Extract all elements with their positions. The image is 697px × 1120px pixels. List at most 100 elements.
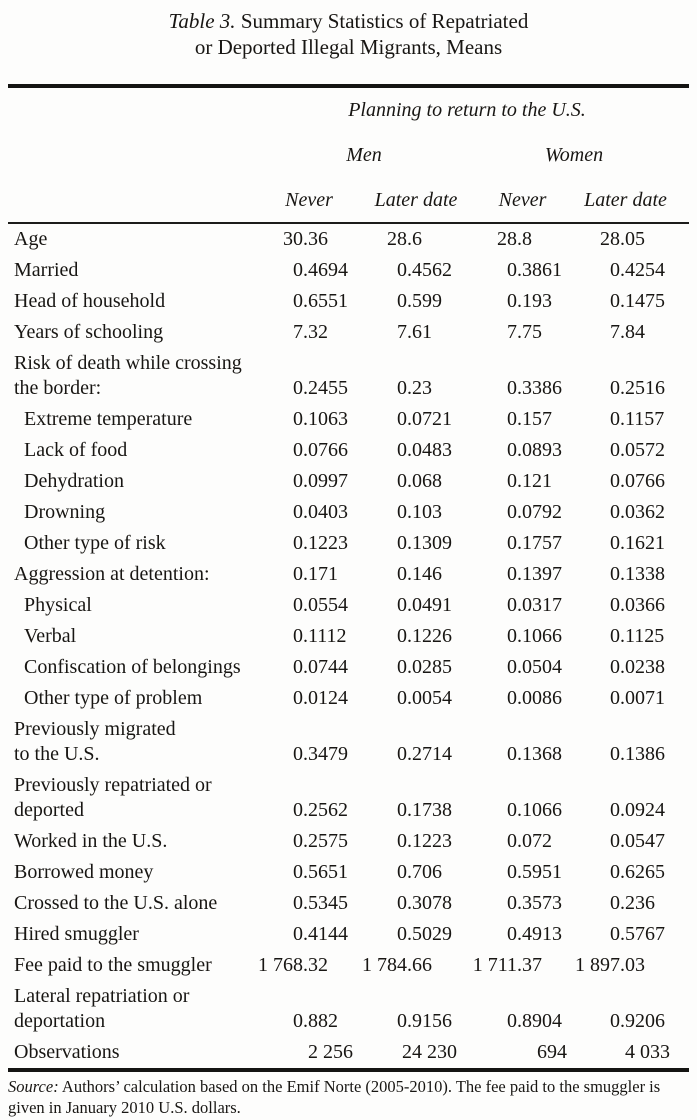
value-cell: 0.0086 [507, 687, 562, 709]
value-cell: 0.1223 [293, 532, 348, 554]
table-row: Hired smuggler 0.4144 0.5029 0.4913 0.5767 [0, 919, 697, 950]
bottom-rule [8, 1068, 689, 1072]
value-cell: 0.4254 [610, 259, 665, 281]
value-cell: 0.0997 [293, 470, 348, 492]
source-label: Source: [8, 1077, 59, 1096]
value-cell: 694 [537, 1041, 567, 1063]
value-cell: 0.0403 [293, 501, 348, 523]
value-cell: 0.0721 [397, 408, 452, 430]
value-cell: 0.1475 [610, 290, 665, 312]
column-group-label: Planning to return to the U.S. [348, 99, 586, 121]
value-cell: 0.2575 [293, 830, 348, 852]
value-cell: 24 230 [402, 1041, 457, 1063]
value-cell: 0.0366 [610, 594, 665, 616]
value-cell: 0.1338 [610, 563, 665, 585]
value-cell: 0.1386 [610, 743, 665, 765]
column-header-women-never: Never [498, 189, 547, 211]
table-row: Years of schooling 7.32 7.61 7.75 7.84 [0, 317, 697, 348]
table-row: Observations 2 256 24 230 694 4 033 [0, 1037, 697, 1068]
value-cell: 0.1397 [507, 563, 562, 585]
title-text: Summary Statistics of Repatriated [240, 9, 529, 33]
value-cell: 0.0744 [293, 656, 348, 678]
value-cell: 0.072 [507, 830, 552, 852]
table-body: Age 30.36 28.6 28.8 28.05 Married 0.4694 0.4562… [0, 224, 697, 1068]
value-cell: 0.0554 [293, 594, 348, 616]
row-label: Aggression at detention: [14, 563, 210, 585]
row-label: Other type of risk [24, 532, 166, 554]
row-label: Borrowed money [14, 861, 154, 883]
value-cell: 0.1066 [507, 799, 562, 821]
value-cell: 0.6265 [610, 861, 665, 883]
header-rule [8, 222, 689, 224]
value-cell: 28.6 [387, 228, 422, 250]
value-cell: 7.61 [397, 321, 432, 343]
table-row: Borrowed money 0.5651 0.706 0.5951 0.6265 [0, 857, 697, 888]
value-cell: 0.5951 [507, 861, 562, 883]
value-cell: 0.3479 [293, 743, 348, 765]
table-header: Planning to return to the U.S. Men Women… [0, 88, 697, 222]
source-line2: given in January 2010 U.S. dollars. [8, 1098, 241, 1117]
value-cell: 0.5029 [397, 923, 452, 945]
value-cell: 0.8904 [507, 1010, 562, 1032]
value-cell: 0.1063 [293, 408, 348, 430]
value-cell: 2 256 [308, 1041, 353, 1063]
table-row: Fee paid to the smuggler 1 768.32 1 784.66… [0, 950, 697, 981]
value-cell: 4 033 [625, 1041, 670, 1063]
row-label: Worked in the U.S. [14, 830, 168, 852]
table-row: Lack of food 0.0766 0.0483 0.0893 0.0572 [0, 435, 697, 466]
value-cell: 0.121 [507, 470, 552, 492]
value-cell: 0.2562 [293, 799, 348, 821]
value-cell: 0.0792 [507, 501, 562, 523]
value-cell: 0.1125 [610, 625, 665, 647]
row-label: Confiscation of belongings [24, 656, 241, 678]
value-cell: 0.1223 [397, 830, 452, 852]
value-cell: 0.0491 [397, 594, 452, 616]
table-row: Lateral repatriation or deportation 0.882 0… [0, 981, 697, 1037]
value-cell: 0.6551 [293, 290, 348, 312]
value-cell: 30.36 [283, 228, 328, 250]
value-cell: 0.0766 [293, 439, 348, 461]
value-cell: 0.9206 [610, 1010, 665, 1032]
table-row: Verbal 0.1112 0.1226 0.1066 0.1125 [0, 621, 697, 652]
value-cell: 0.1309 [397, 532, 452, 554]
value-cell: 0.5345 [293, 892, 348, 914]
value-cell: 0.193 [507, 290, 552, 312]
table-row: Worked in the U.S. 0.2575 0.1223 0.072 0.054… [0, 826, 697, 857]
header-sex-row: Men Women [0, 143, 697, 167]
title-line1: Table 3. Summary Statistics of Repatriat… [0, 8, 697, 34]
column-header-men-later: Later date [374, 189, 458, 211]
row-label: Extreme temperature [24, 408, 193, 430]
value-cell: 0.171 [293, 563, 338, 585]
value-cell: 0.236 [610, 892, 655, 914]
value-cell: 0.0572 [610, 439, 665, 461]
value-cell: 0.9156 [397, 1010, 452, 1032]
table-row: Previously migrated to the U.S. 0.3479 0.27… [0, 714, 697, 770]
value-cell: 0.0924 [610, 799, 665, 821]
value-cell: 0.0317 [507, 594, 562, 616]
row-label: Dehydration [24, 470, 124, 492]
top-rule [8, 84, 689, 88]
header-spacer [0, 188, 257, 212]
value-cell: 0.882 [293, 1010, 338, 1032]
value-cell: 28.8 [497, 228, 532, 250]
value-cell: 0.0483 [397, 439, 452, 461]
row-label: Drowning [24, 501, 106, 523]
value-cell: 0.2455 [293, 377, 348, 399]
row-label: Observations [14, 1041, 120, 1063]
value-cell: 0.0238 [610, 656, 665, 678]
value-cell: 1 768.32 [258, 954, 328, 976]
value-cell: 0.1738 [397, 799, 452, 821]
value-cell: 1 784.66 [362, 954, 432, 976]
value-cell: 0.1066 [507, 625, 562, 647]
value-cell: 0.1226 [397, 625, 452, 647]
value-cell: 0.3078 [397, 892, 452, 914]
value-cell: 1 897.03 [575, 954, 645, 976]
value-cell: 0.0362 [610, 501, 665, 523]
value-cell: 0.1757 [507, 532, 562, 554]
men-group-label: Men [346, 144, 382, 166]
table-row: Aggression at detention: 0.171 0.146 0.1397… [0, 559, 697, 590]
row-label: Age [14, 228, 48, 250]
value-cell: 7.32 [293, 321, 328, 343]
women-group-label: Women [544, 144, 604, 166]
